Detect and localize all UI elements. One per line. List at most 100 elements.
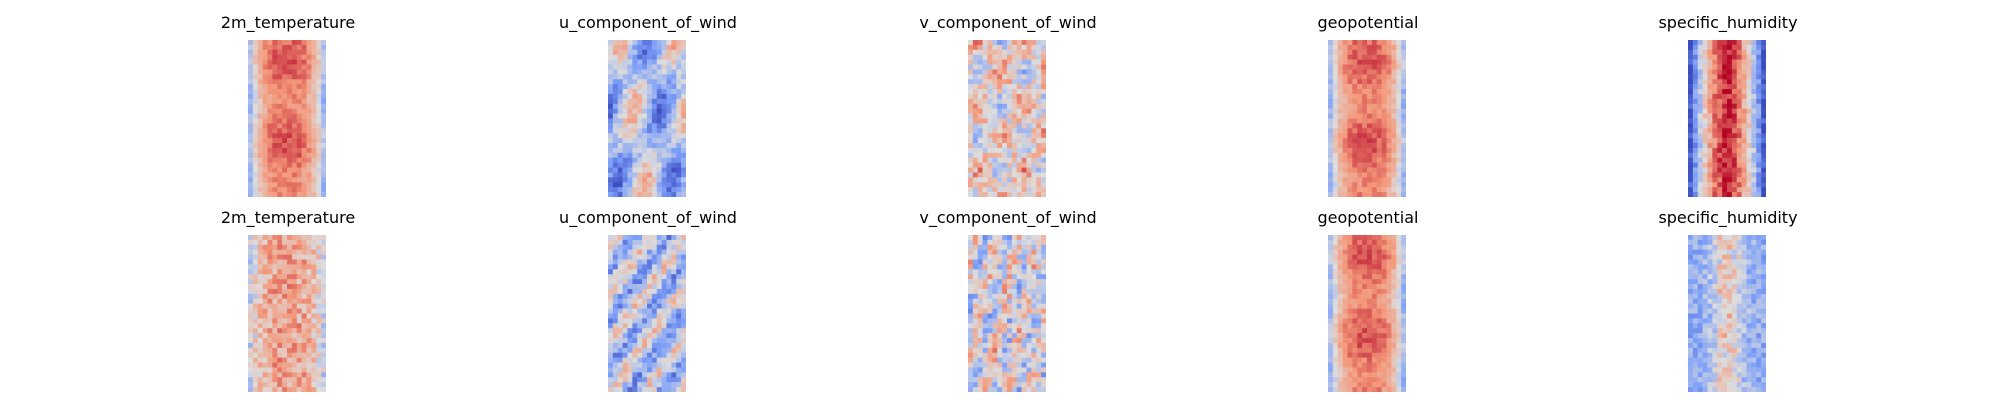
heatmap-cell — [983, 245, 988, 250]
heatmap-cell — [647, 387, 652, 392]
heatmap-cell — [1732, 284, 1737, 289]
heatmap-cell — [1708, 114, 1713, 119]
heatmap-cell — [623, 192, 628, 197]
heatmap-cell — [1031, 74, 1036, 79]
heatmap-cell — [1382, 99, 1387, 104]
heatmap-cell — [282, 74, 287, 79]
heatmap-cell — [652, 153, 657, 158]
heatmap-cell — [1712, 314, 1717, 319]
heatmap-cell — [988, 367, 993, 372]
heatmap-cell — [277, 250, 282, 255]
heatmap-cell — [647, 304, 652, 309]
heatmap-cell — [268, 123, 273, 128]
heatmap-cell — [248, 84, 253, 89]
heatmap-cell — [297, 309, 302, 314]
heatmap-cell — [1708, 143, 1713, 148]
heatmap-cell — [282, 109, 287, 114]
heatmap-cell — [287, 264, 292, 269]
heatmap-cell — [671, 377, 676, 382]
heatmap-cell — [1372, 158, 1377, 163]
heatmap-cell — [316, 255, 321, 260]
heatmap-cell — [1688, 158, 1693, 163]
heatmap-cell — [268, 104, 273, 109]
heatmap-cell — [1338, 40, 1343, 45]
heatmap-cell — [1377, 240, 1382, 245]
heatmap-cell — [1391, 45, 1396, 50]
heatmap-cell — [316, 79, 321, 84]
heatmap-cell — [1688, 279, 1693, 284]
heatmap-cell — [988, 123, 993, 128]
heatmap-cell — [1372, 245, 1377, 250]
heatmap-cell — [1002, 119, 1007, 124]
heatmap-cell — [608, 94, 613, 99]
heatmap-cell — [618, 89, 623, 94]
heatmap-cell — [978, 333, 983, 338]
heatmap-cell — [1732, 294, 1737, 299]
heatmap-cell — [1338, 74, 1343, 79]
heatmap-cell — [1732, 314, 1737, 319]
heatmap-cell — [681, 284, 686, 289]
heatmap-cell — [1027, 182, 1032, 187]
heatmap-cell — [613, 65, 618, 70]
heatmap-cell — [321, 123, 326, 128]
heatmap-cell — [667, 289, 672, 294]
heatmap-cell — [1017, 89, 1022, 94]
heatmap-cell — [1348, 235, 1353, 240]
heatmap-cell — [618, 65, 623, 70]
heatmap-cell — [258, 55, 263, 60]
heatmap-cell — [1348, 314, 1353, 319]
heatmap-cell — [1022, 60, 1027, 65]
heatmap-cell — [263, 50, 268, 55]
heatmap-cell — [637, 343, 642, 348]
heatmap-cell — [1688, 65, 1693, 70]
heatmap-cell — [1727, 245, 1732, 250]
heatmap-cell — [1031, 235, 1036, 240]
heatmap-cell — [997, 377, 1002, 382]
heatmap-cell — [681, 177, 686, 182]
heatmap-cell — [1012, 304, 1017, 309]
heatmap-cell — [613, 119, 618, 124]
heatmap-cell — [307, 314, 312, 319]
heatmap-cell — [1732, 177, 1737, 182]
heatmap-cell — [1377, 318, 1382, 323]
heatmap-cell — [1698, 133, 1703, 138]
heatmap-cell — [997, 343, 1002, 348]
heatmap-cell — [321, 89, 326, 94]
heatmap-cell — [248, 177, 253, 182]
heatmap-cell — [1328, 260, 1333, 265]
heatmap-cell — [258, 69, 263, 74]
heatmap-cell — [1017, 377, 1022, 382]
heatmap-cell — [311, 79, 316, 84]
heatmap-cell — [628, 172, 633, 177]
heatmap-cell — [1401, 250, 1406, 255]
heatmap-cell — [1761, 314, 1766, 319]
heatmap-cell — [681, 128, 686, 133]
heatmap-cell — [1017, 343, 1022, 348]
heatmap-cell — [1742, 250, 1747, 255]
heatmap-cell — [311, 177, 316, 182]
heatmap-cell — [287, 89, 292, 94]
heatmap-cell — [1722, 163, 1727, 168]
heatmap-cell — [282, 104, 287, 109]
heatmap-cell — [1727, 40, 1732, 45]
heatmap-cell — [973, 387, 978, 392]
heatmap-cell — [968, 323, 973, 328]
heatmap-cell — [1348, 133, 1353, 138]
heatmap-cell — [1041, 40, 1046, 45]
heatmap-cell — [1727, 168, 1732, 173]
heatmap-cell — [671, 89, 676, 94]
heatmap-cell — [608, 235, 613, 240]
heatmap-cell — [681, 309, 686, 314]
heatmap-cell — [1017, 323, 1022, 328]
heatmap-cell — [1367, 367, 1372, 372]
heatmap-cell — [1036, 274, 1041, 279]
heatmap-cell — [321, 353, 326, 358]
heatmap-cell — [618, 119, 623, 124]
heatmap-cell — [628, 284, 633, 289]
heatmap-cell — [1012, 387, 1017, 392]
heatmap-cell — [662, 104, 667, 109]
heatmap-cell — [1396, 318, 1401, 323]
heatmap-cell — [263, 84, 268, 89]
heatmap-cell — [968, 74, 973, 79]
heatmap-cell — [1022, 299, 1027, 304]
